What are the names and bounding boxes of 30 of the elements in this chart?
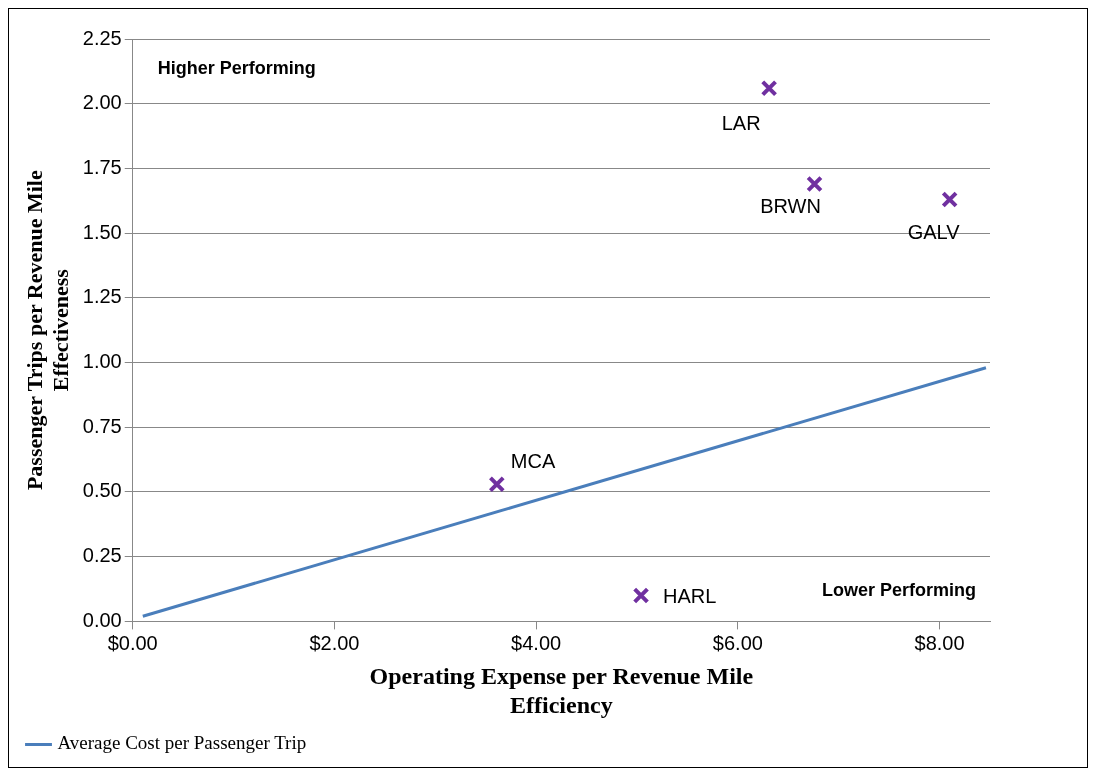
y-tick-label: 1.00 [82, 350, 122, 373]
y-tick-label: 2.00 [82, 91, 122, 114]
annotation: Higher Performing [157, 57, 316, 78]
legend-label: Average Cost per Passenger Trip [57, 732, 307, 754]
x-tick-label: $0.00 [107, 631, 158, 654]
point [488, 475, 506, 493]
annotation: HARL [663, 585, 717, 608]
y-tick-label: 0.00 [82, 608, 122, 631]
y-tick-label: 1.25 [82, 285, 122, 308]
x-tick-label: $4.00 [511, 631, 562, 654]
x-axis-title: Operating Expense per Revenue Mile Efficiency [369, 663, 754, 718]
annotation: GALV [907, 221, 961, 243]
annotation: BRWN [760, 195, 821, 218]
y-tick-label: 1.75 [82, 155, 122, 178]
x-tick-label: $6.00 [712, 631, 763, 654]
annotation: LAR [721, 111, 761, 134]
point [760, 79, 778, 97]
y-axis-title: Passenger Trips per Revenue Mile Effectiveness [21, 170, 74, 491]
point [806, 175, 823, 193]
y-tick-label: 0.50 [82, 479, 122, 502]
point [632, 587, 650, 604]
point [941, 191, 959, 208]
annotation: Lower Performing [821, 580, 976, 601]
y-tick-label: 0.25 [82, 544, 122, 567]
x-tick-label: $2.00 [309, 631, 360, 654]
x-tick-label: $8.00 [914, 631, 965, 654]
y-tick-label: 1.50 [82, 220, 122, 243]
y-tick-label: 2.25 [82, 26, 122, 49]
annotation: MCA [510, 449, 556, 472]
y-tick-label: 0.75 [82, 414, 122, 437]
